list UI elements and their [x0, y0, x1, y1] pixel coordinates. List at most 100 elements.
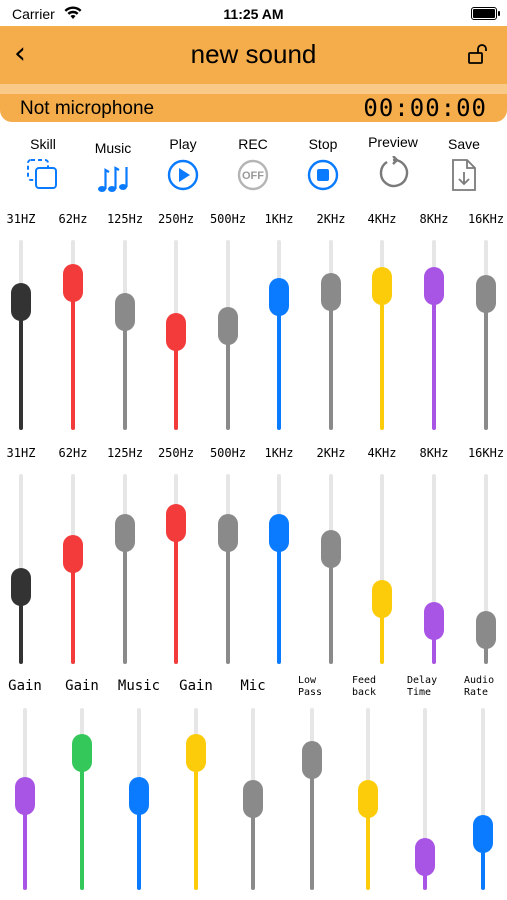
- effect-slider-fill: [310, 760, 314, 890]
- eq2-band-label: 4KHz: [367, 446, 397, 460]
- back-button[interactable]: ‹: [14, 36, 26, 71]
- eq2-slider[interactable]: [269, 474, 289, 664]
- eq2-slider[interactable]: [476, 474, 496, 664]
- stop-button[interactable]: Stop: [288, 136, 358, 192]
- eq1-slider-thumb[interactable]: [115, 293, 135, 332]
- effect-slider-thumb[interactable]: [15, 777, 35, 816]
- effect-slider-thumb[interactable]: [72, 733, 92, 772]
- eq1-slider[interactable]: [11, 240, 31, 430]
- eq1-slider-thumb[interactable]: [11, 282, 31, 321]
- eq1-slider-thumb[interactable]: [63, 264, 83, 303]
- eq1-band-label: 4KHz: [367, 212, 397, 226]
- eq2-slider-fill: [123, 532, 127, 664]
- effect-slider-thumb[interactable]: [358, 780, 378, 818]
- effect-slider[interactable]: [72, 708, 92, 890]
- effect-label: Gain: [8, 678, 42, 694]
- eq2-slider-thumb[interactable]: [321, 530, 341, 569]
- eq1-slider-fill: [226, 325, 230, 430]
- eq1-slider-thumb[interactable]: [476, 274, 496, 313]
- rec-button[interactable]: REC OFF: [218, 136, 288, 192]
- copy-dashed-icon: [27, 159, 57, 189]
- effect-slider-thumb[interactable]: [129, 777, 149, 816]
- eq1-slider-thumb[interactable]: [372, 267, 392, 306]
- unlock-icon[interactable]: [467, 43, 489, 65]
- eq2-band-label: 500Hz: [209, 446, 247, 460]
- eq1-slider[interactable]: [63, 240, 83, 430]
- effect-slider[interactable]: [473, 708, 493, 890]
- eq2-slider[interactable]: [218, 474, 238, 664]
- eq1-slider-thumb[interactable]: [166, 312, 186, 351]
- eq1-slider[interactable]: [424, 240, 444, 430]
- eq1-slider-thumb[interactable]: [218, 306, 238, 345]
- eq2-slider-fill: [174, 523, 178, 664]
- eq2-band-label: 8KHz: [419, 446, 449, 460]
- eq2-slider-track: [380, 474, 384, 664]
- eq1-slider[interactable]: [476, 240, 496, 430]
- eq2-slider-thumb[interactable]: [218, 513, 238, 552]
- effects-labels: Gain Gain Music Gain Mic Low Pass Feed b…: [0, 675, 507, 705]
- eq1-slider-fill: [71, 283, 75, 430]
- eq1-band-label: 125Hz: [106, 212, 144, 226]
- effect-slider-thumb[interactable]: [243, 780, 263, 818]
- save-label: Save: [448, 136, 480, 152]
- eq2-slider-thumb[interactable]: [115, 513, 135, 552]
- skill-button[interactable]: Skill: [8, 136, 78, 192]
- effect-slider-fill: [137, 796, 141, 890]
- effect-slider[interactable]: [415, 708, 435, 890]
- eq2-slider[interactable]: [11, 474, 31, 664]
- effect-slider[interactable]: [129, 708, 149, 890]
- eq2-slider[interactable]: [63, 474, 83, 664]
- play-button[interactable]: Play: [148, 136, 218, 192]
- eq1-slider-fill: [484, 293, 488, 430]
- eq2-slider[interactable]: [424, 474, 444, 664]
- eq2-slider-track: [484, 474, 488, 664]
- rec-label: REC: [238, 136, 268, 152]
- effect-slider[interactable]: [243, 708, 263, 890]
- eq2-band-label: 31HZ: [6, 446, 36, 460]
- preview-button[interactable]: Preview: [358, 134, 428, 190]
- eq1-slider[interactable]: [372, 240, 392, 430]
- file-download-icon: [452, 159, 476, 191]
- eq2-slider-thumb[interactable]: [166, 504, 186, 543]
- eq2-slider-thumb[interactable]: [476, 610, 496, 649]
- effect-slider-thumb[interactable]: [186, 733, 206, 772]
- eq2-slider-thumb[interactable]: [372, 580, 392, 619]
- eq1-slider-fill: [380, 286, 384, 430]
- eq2-slider-thumb[interactable]: [11, 568, 31, 607]
- eq1-slider[interactable]: [218, 240, 238, 430]
- effect-slider-thumb[interactable]: [473, 814, 493, 853]
- eq2-slider-fill: [277, 532, 281, 664]
- eq2-slider-thumb[interactable]: [63, 534, 83, 573]
- eq1-slider[interactable]: [115, 240, 135, 430]
- effect-slider[interactable]: [302, 708, 322, 890]
- eq2-slider-fill: [432, 620, 436, 664]
- eq1-slider[interactable]: [269, 240, 289, 430]
- eq2-slider-thumb[interactable]: [269, 513, 289, 552]
- effect-slider[interactable]: [15, 708, 35, 890]
- eq1-slider[interactable]: [166, 240, 186, 430]
- eq1-band-label: 2KHz: [316, 212, 346, 226]
- effect-slider[interactable]: [358, 708, 378, 890]
- effect-slider-thumb[interactable]: [302, 741, 322, 780]
- battery-icon: [471, 7, 500, 20]
- effect-slider[interactable]: [186, 708, 206, 890]
- save-button[interactable]: Save: [429, 136, 499, 192]
- toolbar: Skill Music Play REC OFF Stop Preview Sa…: [0, 134, 507, 198]
- eq2-slider-thumb[interactable]: [424, 601, 444, 640]
- effect-slider-fill: [366, 799, 370, 890]
- eq2-slider[interactable]: [115, 474, 135, 664]
- eq1-slider-thumb[interactable]: [269, 278, 289, 316]
- effect-slider-thumb[interactable]: [415, 837, 435, 876]
- eq1-slider-thumb[interactable]: [321, 273, 341, 312]
- eq2-slider[interactable]: [321, 474, 341, 664]
- eq1-slider-fill: [277, 297, 281, 430]
- eq2-slider[interactable]: [166, 474, 186, 664]
- eq2-slider[interactable]: [372, 474, 392, 664]
- music-button[interactable]: Music: [78, 136, 148, 196]
- effect-label: Gain: [65, 678, 99, 694]
- play-circle-icon: [167, 159, 199, 191]
- eq1-slider-thumb[interactable]: [424, 267, 444, 306]
- eq1-slider[interactable]: [321, 240, 341, 430]
- eq1-slider-fill: [329, 292, 333, 430]
- svg-text:OFF: OFF: [242, 170, 264, 182]
